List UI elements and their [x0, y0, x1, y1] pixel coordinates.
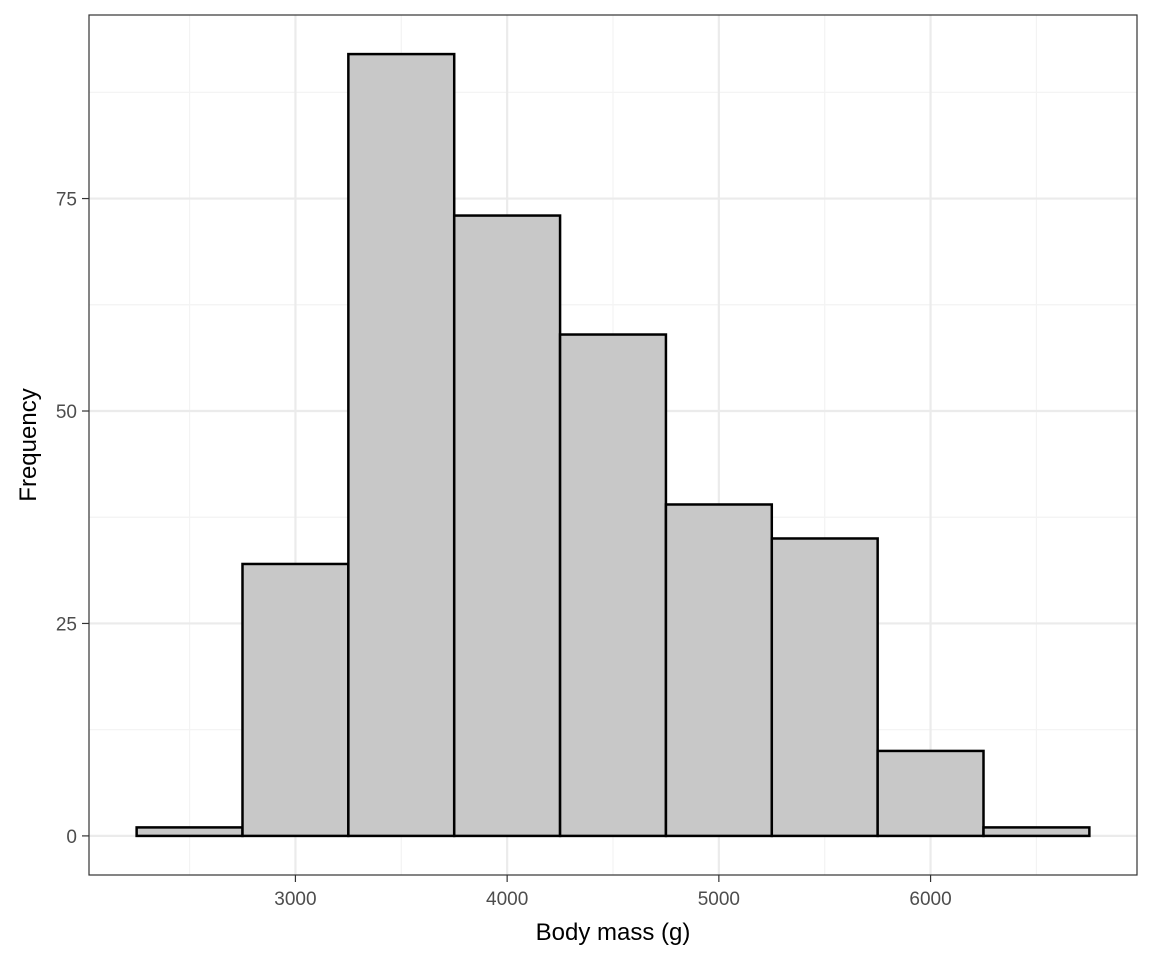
- x-tick-label: 5000: [698, 889, 740, 910]
- histogram-bar: [452, 214, 562, 838]
- x-tick-label: 4000: [486, 889, 528, 910]
- histogram-bar: [664, 503, 774, 838]
- y-tick-label: 0: [66, 827, 77, 848]
- histogram-bars: [135, 52, 1091, 838]
- histogram-bar: [241, 562, 350, 838]
- y-axis: 0 25 50 75: [56, 190, 89, 848]
- panel-border: [88, 14, 1138, 876]
- y-tick-label: 25: [56, 614, 77, 635]
- y-axis-title: Frequency: [15, 388, 42, 501]
- x-tick-label: 6000: [909, 889, 951, 910]
- x-axis-title: Body mass (g): [536, 919, 691, 946]
- histogram-bar: [770, 537, 879, 838]
- y-tick-label: 75: [56, 190, 77, 211]
- y-tick-label: 50: [56, 402, 77, 423]
- histogram-bar: [135, 826, 244, 838]
- histogram-bar: [558, 333, 668, 838]
- histogram-bar: [982, 826, 1091, 838]
- histogram-bar: [876, 749, 985, 838]
- x-axis: 3000 4000 5000 6000: [274, 875, 952, 910]
- x-tick-label: 3000: [274, 889, 316, 910]
- histogram-bar: [347, 52, 456, 838]
